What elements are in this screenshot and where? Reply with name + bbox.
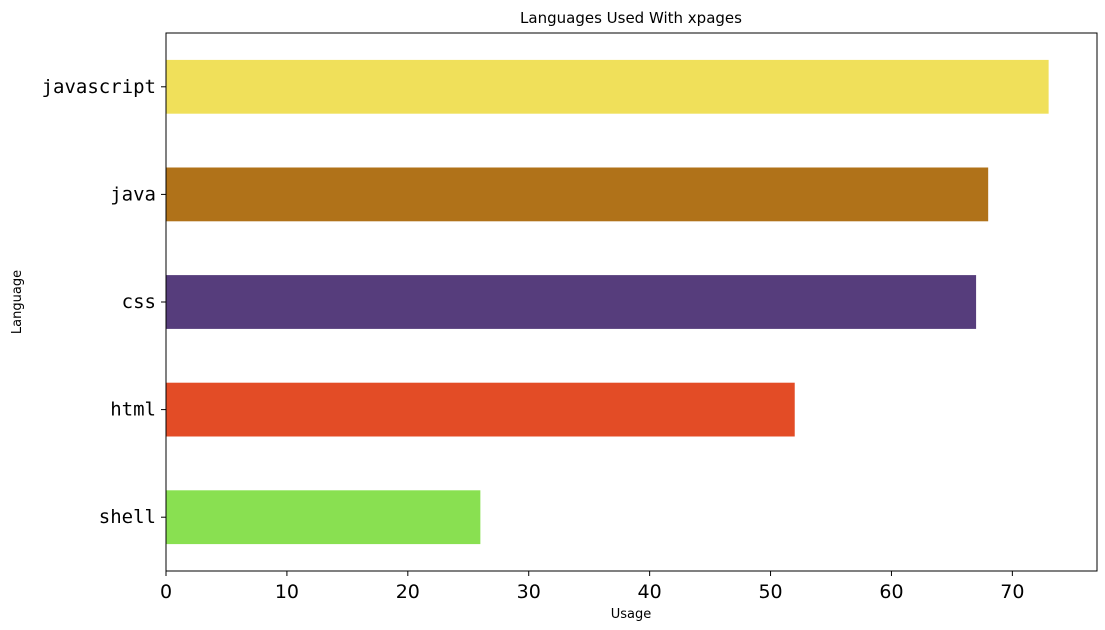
x-tick-label: 50	[758, 581, 782, 603]
y-tick-label: shell	[99, 506, 156, 528]
bars-group	[166, 59, 1049, 545]
y-axis-label: Language	[10, 270, 25, 334]
bar-html	[166, 382, 795, 437]
bar-css	[166, 275, 977, 329]
x-tick-label: 60	[879, 581, 903, 603]
bar-javascript	[166, 59, 1049, 114]
y-tick-label: javascript	[42, 76, 156, 98]
y-axis: javascript java css html shell	[42, 76, 166, 528]
y-tick-label: java	[110, 183, 156, 205]
y-tick-label: html	[110, 399, 156, 421]
x-axis: 0 10 20 30 40 50 60 70	[160, 571, 1024, 603]
bar-shell	[166, 490, 481, 545]
x-tick-label: 10	[275, 581, 299, 603]
bar-java	[166, 167, 989, 222]
x-tick-label: 30	[517, 581, 541, 603]
plot-frame	[165, 32, 1098, 572]
x-tick-label: 0	[160, 581, 172, 603]
chart-title: Languages Used With xpages	[520, 9, 742, 27]
x-tick-label: 40	[638, 581, 662, 603]
x-axis-label: Usage	[611, 607, 652, 622]
y-tick-label: css	[122, 291, 156, 313]
x-tick-label: 70	[1000, 581, 1024, 603]
x-tick-label: 20	[396, 581, 420, 603]
